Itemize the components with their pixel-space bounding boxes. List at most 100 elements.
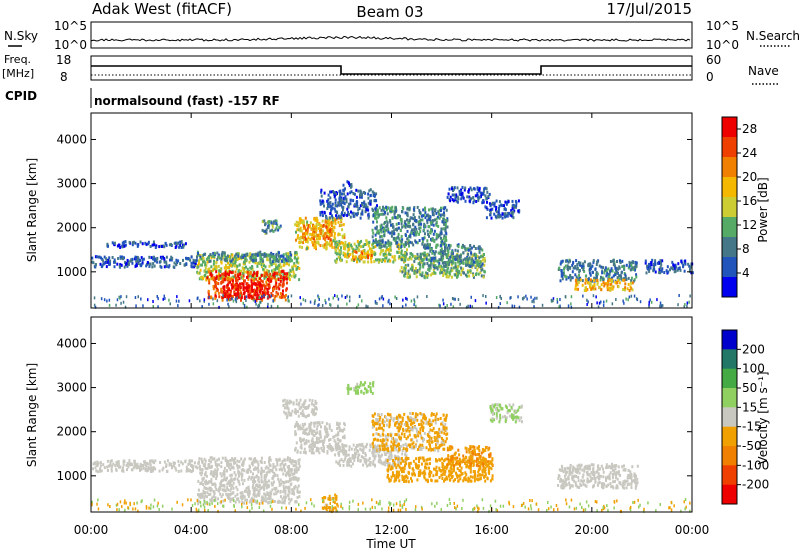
data-cell: [280, 254, 282, 258]
data-cell: [336, 437, 339, 441]
data-cell: [404, 269, 407, 273]
data-cell: [480, 254, 483, 258]
data-cell: [230, 278, 232, 282]
data-cell: [320, 446, 323, 450]
data-cell: [238, 257, 241, 261]
data-cell: [438, 212, 441, 216]
data-cell: [268, 253, 271, 257]
data-cell: [272, 270, 275, 273]
data-cell: [295, 230, 297, 234]
data-cell: [365, 208, 368, 212]
data-cell: [338, 233, 341, 236]
data-cell: [297, 477, 300, 481]
data-cell: [327, 201, 330, 205]
data-cell: [512, 210, 515, 214]
data-cell: [199, 275, 202, 279]
data-cell: [212, 297, 214, 301]
data-cell: [426, 213, 429, 217]
data-cell: [162, 255, 164, 259]
data-cell: [326, 435, 329, 438]
data-cell: [242, 274, 245, 278]
data-cell: [217, 291, 220, 295]
data-cell: [375, 225, 378, 229]
data-cell: [135, 264, 138, 268]
data-cell: [420, 260, 423, 264]
data-cell: [635, 264, 638, 268]
data-cell: [204, 252, 207, 256]
data-cell: [390, 207, 393, 211]
data-cell: [323, 210, 326, 214]
data-cell: [579, 263, 581, 267]
data-cell: [255, 252, 258, 256]
data-cell: [234, 500, 237, 504]
data-cell: [285, 411, 288, 415]
data-cell: [232, 262, 235, 266]
data-cell: [667, 270, 670, 274]
data-cell: [340, 428, 343, 432]
data-cell: [152, 300, 154, 303]
data-cell: [532, 298, 535, 302]
data-cell: [241, 501, 244, 504]
data-cell: [639, 300, 642, 304]
data-cell: [214, 296, 217, 300]
data-cell: [337, 304, 339, 308]
data-cell: [253, 282, 256, 285]
data-cell: [240, 293, 243, 297]
data-cell: [194, 263, 197, 267]
data-cell: [268, 463, 271, 467]
data-cell: [397, 250, 400, 254]
data-cell: [223, 483, 225, 487]
data-cell: [405, 303, 407, 307]
data-cell: [489, 210, 492, 214]
data-cell: [105, 265, 108, 269]
data-cell: [208, 459, 211, 462]
data-cell: [227, 464, 230, 468]
data-cell: [336, 204, 339, 208]
data-cell: [462, 267, 465, 271]
data-cell: [404, 220, 407, 224]
data-cell: [579, 276, 582, 280]
data-cell: [221, 298, 224, 302]
data-cell: [439, 271, 442, 275]
data-cell: [474, 194, 477, 198]
data-cell: [459, 190, 462, 193]
data-cell: [434, 218, 436, 222]
data-cell: [337, 423, 340, 427]
data-cell: [203, 486, 206, 489]
data-cell: [263, 497, 266, 501]
data-cell: [497, 207, 500, 210]
data-cell: [168, 298, 170, 302]
data-cell: [275, 265, 278, 269]
data-cell: [315, 427, 318, 431]
data-cell: [362, 260, 365, 264]
data-cell: [247, 283, 250, 287]
data-cell: [312, 440, 315, 444]
data-cell: [217, 282, 220, 286]
data-cell: [177, 304, 179, 308]
data-cell: [411, 263, 414, 267]
data-cell: [468, 199, 471, 203]
data-cell: [489, 204, 492, 208]
data-cell: [334, 240, 337, 244]
data-cell: [180, 240, 183, 244]
data-cell: [588, 271, 591, 275]
data-cell: [467, 252, 470, 256]
data-cell: [317, 295, 320, 299]
data-cell: [307, 439, 310, 443]
data-cell: [271, 488, 274, 492]
data-cell: [648, 300, 650, 304]
data-cell: [214, 460, 217, 464]
data-cell: [262, 283, 265, 287]
data-cell: [106, 299, 108, 303]
data-cell: [255, 494, 258, 498]
data-cell: [269, 496, 272, 499]
data-cell: [624, 286, 627, 290]
data-cell: [268, 456, 271, 460]
data-cell: [279, 482, 281, 486]
data-cell: [367, 192, 370, 196]
data-cell: [152, 305, 154, 308]
data-cell: [369, 253, 371, 257]
data-cell: [225, 268, 228, 272]
data-cell: [586, 298, 588, 302]
data-cell: [448, 261, 451, 265]
